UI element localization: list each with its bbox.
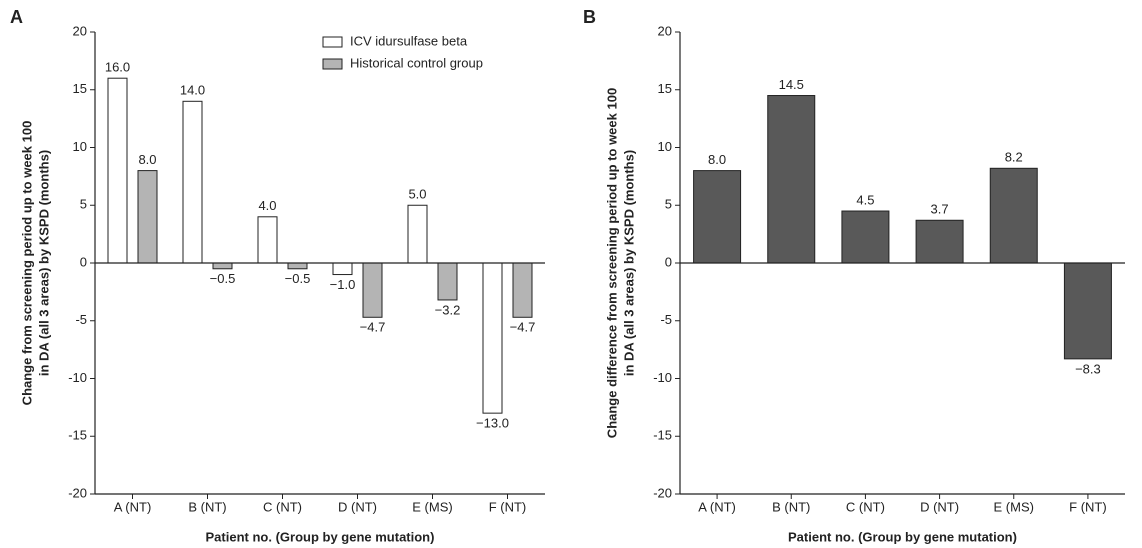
- y-tick-label: 5: [665, 197, 672, 212]
- y-tick-label: -5: [660, 312, 672, 327]
- value-label: −4.7: [360, 320, 386, 335]
- y-tick-label: 0: [665, 254, 672, 269]
- bar: [212, 262, 233, 270]
- y-tick-label: 20: [73, 23, 87, 38]
- y-tick-label: 0: [80, 254, 87, 269]
- value-label: 4.0: [258, 198, 276, 213]
- y-tick-label: -20: [653, 485, 672, 500]
- legend-label: Historical control group: [350, 55, 483, 70]
- bar: [257, 216, 278, 264]
- x-tick-label: D (NT): [920, 499, 959, 514]
- y-tick-label: 10: [73, 139, 87, 154]
- x-tick-label: E (MS): [412, 499, 452, 514]
- bar: [767, 95, 816, 264]
- value-label: −13.0: [476, 416, 509, 431]
- legend-swatch: [322, 58, 343, 70]
- bar: [482, 262, 503, 414]
- bar: [407, 204, 428, 264]
- x-tick-label: A (NT): [698, 499, 736, 514]
- bar: [1063, 262, 1112, 360]
- value-label: 4.5: [856, 192, 874, 207]
- bar: [437, 262, 458, 301]
- y-tick-label: 15: [73, 81, 87, 96]
- bar: [287, 262, 308, 270]
- bar: [512, 262, 533, 318]
- y-tick-label: -20: [68, 485, 87, 500]
- bar: [182, 100, 203, 264]
- legend-label: ICV idursulfase beta: [350, 33, 468, 48]
- y-axis-label: Change difference from screening period …: [604, 88, 619, 438]
- y-tick-label: -15: [653, 428, 672, 443]
- bar: [137, 170, 158, 264]
- y-tick-label: 15: [658, 81, 672, 96]
- value-label: 8.0: [708, 152, 726, 167]
- bar: [107, 77, 128, 264]
- bar: [362, 262, 383, 318]
- y-tick-label: -5: [75, 312, 87, 327]
- value-label: −1.0: [330, 277, 356, 292]
- y-axis-label: Change from screening period up to week …: [19, 121, 34, 406]
- y-tick-label: 20: [658, 23, 672, 38]
- bar: [915, 219, 964, 264]
- value-label: −4.7: [510, 320, 536, 335]
- value-label: −0.5: [285, 271, 311, 286]
- bar: [332, 262, 353, 276]
- value-label: 3.7: [931, 202, 949, 217]
- y-axis-label: in DA (all 3 areas) by KSPD (months): [621, 150, 636, 376]
- legend-swatch: [322, 36, 343, 48]
- bar: [989, 167, 1038, 264]
- value-label: 16.0: [105, 60, 130, 75]
- value-label: 5.0: [408, 187, 426, 202]
- value-label: 8.2: [1005, 150, 1023, 165]
- x-tick-label: F (NT): [489, 499, 527, 514]
- value-label: −8.3: [1075, 361, 1101, 376]
- x-tick-label: A (NT): [114, 499, 152, 514]
- value-label: −3.2: [435, 302, 461, 317]
- x-tick-label: C (NT): [846, 499, 885, 514]
- value-label: 14.0: [180, 83, 205, 98]
- value-label: −0.5: [210, 271, 236, 286]
- x-tick-label: C (NT): [263, 499, 302, 514]
- x-tick-label: B (NT): [188, 499, 226, 514]
- value-label: 14.5: [779, 77, 804, 92]
- y-tick-label: 10: [658, 139, 672, 154]
- x-tick-label: E (MS): [994, 499, 1034, 514]
- x-axis-label: Patient no. (Group by gene mutation): [788, 529, 1017, 544]
- bar: [841, 210, 890, 264]
- x-tick-label: D (NT): [338, 499, 377, 514]
- panel-label: A: [10, 7, 23, 27]
- x-tick-label: F (NT): [1069, 499, 1107, 514]
- x-tick-label: B (NT): [772, 499, 810, 514]
- y-tick-label: -15: [68, 428, 87, 443]
- y-axis-label: in DA (all 3 areas) by KSPD (months): [36, 150, 51, 376]
- x-axis-label: Patient no. (Group by gene mutation): [206, 529, 435, 544]
- y-tick-label: 5: [80, 197, 87, 212]
- value-label: 8.0: [138, 152, 156, 167]
- y-tick-label: -10: [653, 370, 672, 385]
- bar: [693, 170, 742, 264]
- y-tick-label: -10: [68, 370, 87, 385]
- panel-label: B: [583, 7, 596, 27]
